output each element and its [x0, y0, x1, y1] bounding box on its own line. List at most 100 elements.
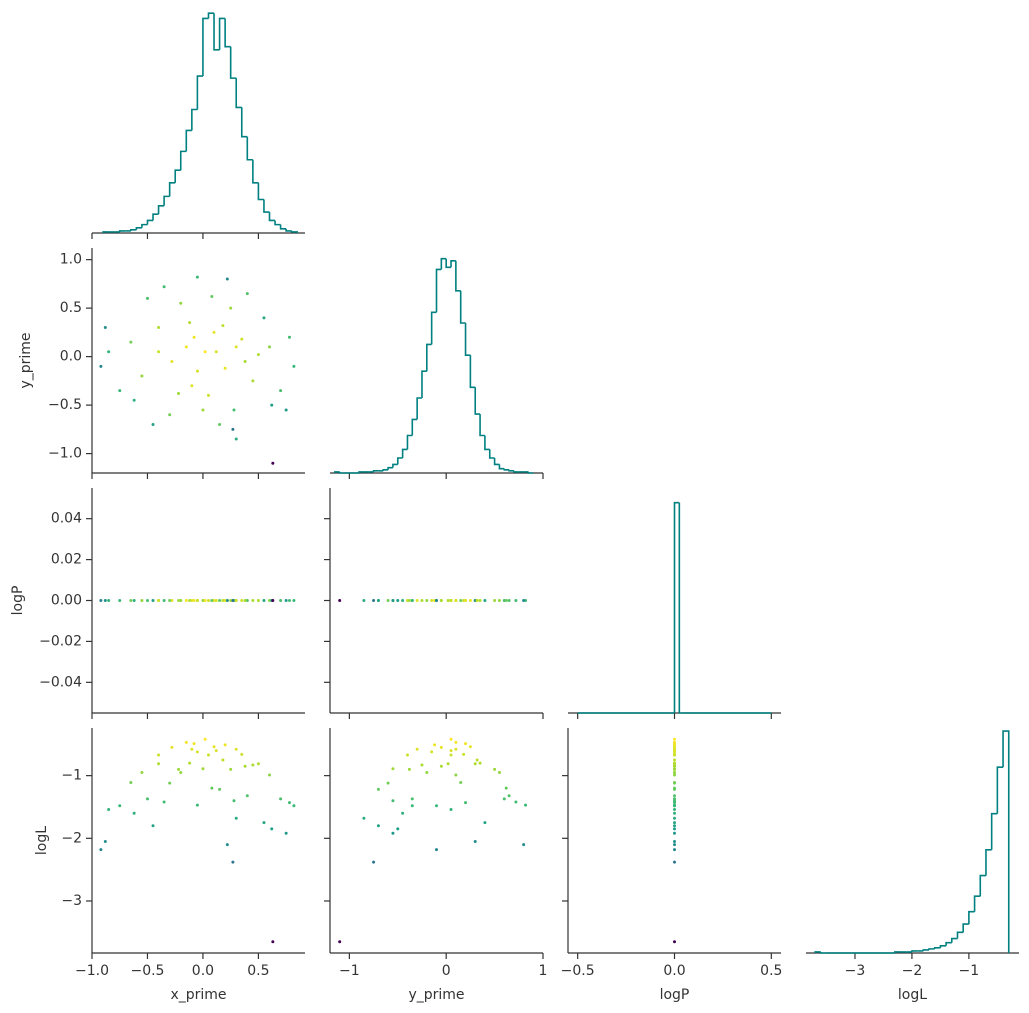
scatter-point [234, 747, 238, 751]
scatter-point [391, 599, 395, 602]
scatter-point [145, 296, 149, 300]
histogram-step [411, 418, 418, 436]
scatter-point [145, 797, 149, 801]
scatter-point [103, 839, 107, 843]
scatter-point [673, 804, 676, 808]
scatter-point [292, 364, 296, 368]
scatter-point [157, 350, 161, 354]
scatter-point [673, 827, 676, 831]
scatter-point [132, 599, 136, 602]
scatter-point [243, 359, 247, 363]
scatter-point [184, 740, 188, 744]
scatter-point [673, 824, 676, 828]
scatter-point [140, 770, 144, 774]
histogram-step [474, 387, 481, 415]
histogram-step [157, 204, 165, 215]
scatter-point [493, 599, 497, 602]
scatter-point [473, 839, 477, 843]
scatter-point [464, 599, 468, 602]
scatter-point [292, 599, 296, 602]
y-tick-label: −1 [61, 768, 82, 784]
scatter-point [221, 599, 225, 602]
scatter-point [256, 353, 260, 357]
histogram-step [285, 228, 292, 232]
scatter-point [168, 413, 172, 417]
histogram-step [130, 229, 137, 231]
scatter-point [192, 599, 196, 602]
scatter-point [245, 794, 249, 798]
scatter-point [420, 599, 424, 602]
scatter-point [449, 749, 453, 753]
scatter-point [151, 824, 155, 828]
histogram-step [174, 169, 181, 183]
scatter-point [179, 301, 183, 305]
scatter-point [129, 599, 133, 602]
scatter-point [401, 811, 405, 815]
scatter-point [396, 827, 400, 831]
scatter-point [203, 599, 207, 602]
scatter-point [212, 599, 216, 602]
histogram-step [196, 75, 203, 110]
scatter-point [99, 848, 103, 852]
scatter-point [279, 797, 283, 801]
scatter-point [292, 804, 296, 808]
scatter-point [210, 599, 214, 602]
histogram-step [168, 181, 176, 197]
scatter-point [287, 801, 291, 805]
histogram-step [372, 470, 379, 472]
scatter-point [170, 599, 174, 602]
scatter-point [410, 599, 414, 602]
scatter-point [231, 599, 235, 602]
scatter-point [468, 599, 472, 602]
scatter-point [386, 781, 390, 785]
histogram-step [440, 257, 447, 270]
x-tick-label: 0.5 [247, 963, 269, 979]
scatter-point [673, 860, 676, 864]
scatter-point [223, 366, 227, 370]
scatter-point [478, 761, 482, 765]
scatter-point [475, 599, 479, 602]
scatter-point [415, 747, 419, 751]
scatter-point [192, 335, 196, 339]
scatter-point [407, 767, 411, 771]
histogram-step [450, 260, 456, 268]
scatter-point [514, 800, 518, 804]
scatter-point [673, 764, 676, 768]
scatter-point [232, 408, 236, 412]
scatter-point [362, 599, 366, 602]
x-tick-label: 0.5 [760, 963, 782, 979]
scatter-point [410, 804, 414, 808]
y-axis-label: logL [34, 826, 50, 855]
scatter-point [420, 763, 424, 767]
histogram-step [911, 950, 918, 952]
scatter-point [433, 743, 437, 747]
scatter-point [107, 807, 111, 811]
scatter-point [396, 599, 400, 602]
y-tick-label: −2 [61, 830, 82, 846]
scatter-point [129, 781, 133, 785]
scatter-point [475, 758, 479, 762]
scatter-point [99, 599, 103, 602]
histogram-step [279, 224, 287, 230]
scatter-point [287, 335, 291, 339]
histogram-step [401, 448, 408, 458]
histogram-step [213, 13, 220, 51]
histogram-step [493, 458, 500, 466]
scatter-point [177, 599, 181, 602]
scatter-point [673, 747, 676, 751]
scatter-point [391, 799, 395, 803]
histogram-step [484, 435, 490, 451]
scatter-point [464, 742, 468, 746]
scatter-point [223, 743, 227, 747]
y-tick-label: −0.5 [48, 397, 82, 413]
scatter-point [439, 745, 443, 749]
histogram-step [922, 949, 930, 951]
scatter-point [673, 750, 676, 754]
histogram-step [498, 464, 505, 470]
scatter-point [376, 824, 380, 828]
histogram-step [102, 231, 109, 233]
x-axis-label: logP [660, 987, 690, 1003]
scatter-point [279, 599, 283, 602]
scatter-point [376, 599, 380, 602]
y-tick-label: 0.04 [51, 511, 82, 527]
